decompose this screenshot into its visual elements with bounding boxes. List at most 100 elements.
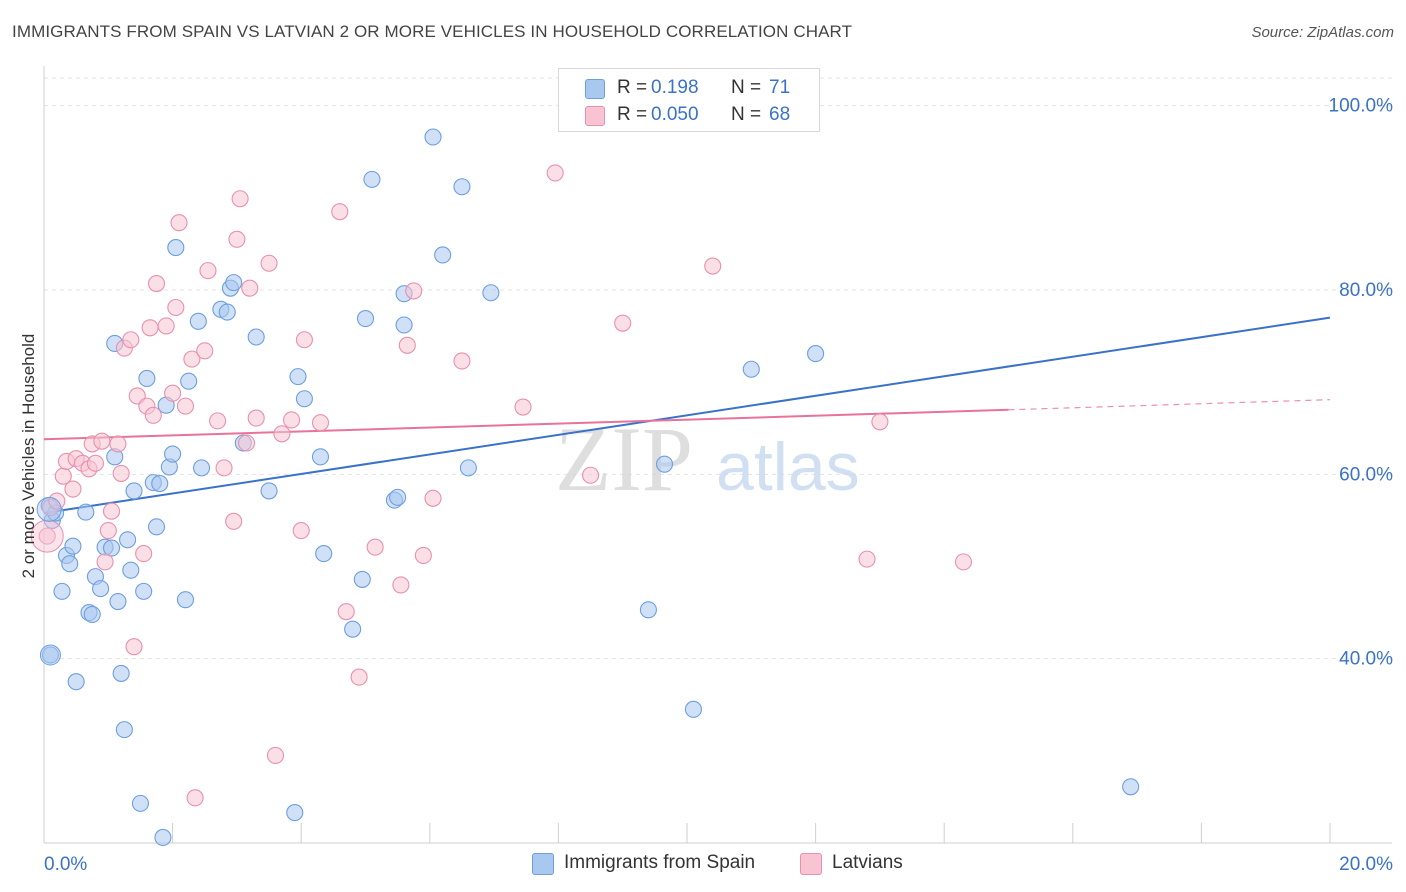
spain-point xyxy=(112,664,130,682)
spain-point xyxy=(459,459,477,477)
spain-point xyxy=(356,310,375,328)
latvian-point xyxy=(247,409,265,427)
spain-point xyxy=(807,345,825,363)
latvian-point xyxy=(93,432,111,450)
spain-legend-swatch xyxy=(532,853,554,875)
latvian-swatch xyxy=(585,106,605,126)
n-value: 68 xyxy=(769,104,791,125)
spain-point xyxy=(247,328,265,346)
spain-point xyxy=(92,580,110,598)
latvian-point xyxy=(157,317,175,335)
spain-point xyxy=(119,531,137,549)
n-value: 71 xyxy=(769,77,791,98)
spain-point xyxy=(64,537,82,555)
spain-point xyxy=(453,178,471,196)
latvian-point xyxy=(170,214,188,232)
watermark: ZIP atlas xyxy=(555,408,860,510)
latvian-point xyxy=(125,638,143,656)
latvian-point xyxy=(311,414,330,432)
grid-lines xyxy=(44,77,1392,660)
latvian-point xyxy=(398,336,416,354)
latvian-point xyxy=(147,274,166,293)
latvian-point xyxy=(102,502,121,520)
latvian-point xyxy=(164,384,182,402)
spain-point xyxy=(192,459,211,477)
spain-point xyxy=(639,601,657,619)
spain-point xyxy=(218,303,236,321)
y-tick-label: 100.0% xyxy=(1329,96,1394,117)
latvian-point xyxy=(86,454,104,472)
latvian-point xyxy=(414,546,432,564)
latvian-point xyxy=(331,203,349,221)
spain-point xyxy=(53,582,71,600)
spain-point xyxy=(482,284,500,302)
latvian-point xyxy=(273,425,291,443)
latvian-point xyxy=(424,489,442,507)
spain-point xyxy=(176,591,195,609)
r-value: 0.050 xyxy=(651,104,699,125)
latvian-point xyxy=(109,435,127,453)
spain-point xyxy=(424,128,442,146)
latvian-point xyxy=(96,553,114,571)
spain-point xyxy=(125,482,143,500)
latvian-point xyxy=(241,279,259,297)
spain-point xyxy=(315,545,333,563)
latvian-point xyxy=(228,230,246,248)
latvian-point xyxy=(581,466,600,484)
r-label: R = xyxy=(617,77,648,98)
latvian-point xyxy=(266,746,285,764)
spain-point xyxy=(61,555,79,573)
latvian-point xyxy=(141,319,159,337)
latvian-point xyxy=(135,545,153,563)
spain-point xyxy=(151,474,169,493)
y-tick-label: 80.0% xyxy=(1339,280,1393,301)
spain-point xyxy=(180,372,198,390)
spain-point xyxy=(67,673,85,691)
y-tick-label: 60.0% xyxy=(1339,464,1393,485)
spain-point xyxy=(164,445,182,463)
latvian-legend-swatch xyxy=(800,853,822,875)
spain-point xyxy=(742,360,760,378)
spain-point xyxy=(102,539,121,557)
spain-point xyxy=(389,488,407,506)
latvian-point xyxy=(514,398,532,416)
latvian-point xyxy=(237,434,256,452)
latvian-trend-line xyxy=(43,408,1009,441)
spain-legend-label: Immigrants from Spain xyxy=(564,852,756,873)
stats-legend: R = 0.198 N = 71 R = 0.050 N = 68 xyxy=(558,68,820,132)
spain-point xyxy=(154,828,172,847)
latvian-point xyxy=(225,512,243,530)
latvian-point xyxy=(122,331,140,349)
spain-point xyxy=(138,369,156,388)
x-tick-label: 0.0% xyxy=(44,854,87,875)
latvian-legend-label: Latvians xyxy=(832,852,903,873)
latvian-point xyxy=(871,413,889,431)
spain-swatch xyxy=(585,79,605,99)
spain-point xyxy=(225,274,243,292)
latvian-point xyxy=(183,350,201,368)
spain-point xyxy=(684,700,702,718)
y-tick-label: 40.0% xyxy=(1339,649,1393,670)
spain-point xyxy=(655,455,674,473)
spain-point xyxy=(363,170,381,188)
latvian-point xyxy=(176,397,195,415)
spain-point xyxy=(311,448,330,466)
latvian-point xyxy=(231,190,249,208)
spain-trend-line xyxy=(43,316,1331,515)
spain-point-large xyxy=(39,644,61,666)
chart-title: IMMIGRANTS FROM SPAIN VS LATVIAN 2 OR MO… xyxy=(12,22,853,41)
spain-point xyxy=(135,582,153,600)
latvian-point xyxy=(209,412,227,430)
latvian-point xyxy=(215,459,233,477)
latvian-point xyxy=(337,603,355,621)
data-points xyxy=(30,97,1140,847)
latvian-point xyxy=(392,576,410,594)
y-axis-label: 2 or more Vehicles in Household xyxy=(19,333,38,579)
spain-point xyxy=(77,503,95,521)
latvian-trend-extension xyxy=(1008,399,1331,411)
latvian-point xyxy=(283,411,301,429)
latvian-point xyxy=(704,257,722,275)
latvian-point xyxy=(260,254,278,272)
latvian-point-large xyxy=(30,519,64,553)
